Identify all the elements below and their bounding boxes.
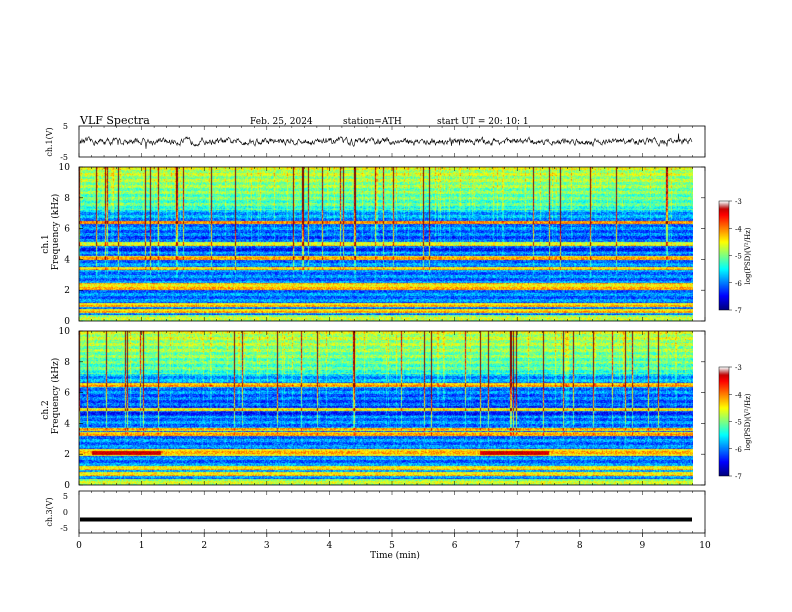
ch3-waveform-panel: 5 0 -5 ch.3(V): [45, 490, 706, 534]
ch3-ytick-bottom: -5: [60, 524, 68, 533]
time-tick-label: 2: [201, 541, 207, 551]
figure-station: station=ATH: [343, 117, 402, 127]
colorbar-tick-label: -7: [735, 473, 742, 481]
time-tick-label: 5: [389, 541, 395, 551]
frequency-tick-label: 2: [64, 286, 70, 296]
ch1-waveform-line: [79, 133, 693, 149]
colorbar-tick-label: -4: [735, 391, 742, 399]
figure-title: VLF Spectra: [79, 114, 150, 127]
ch1-colorbar-gradient: [719, 201, 729, 310]
colorbar-tick-label: -3: [735, 364, 742, 372]
frequency-tick-label: 0: [64, 317, 70, 327]
frequency-tick-label: 10: [59, 327, 71, 337]
ch2-spectrogram-ylabel-channel: ch.2: [41, 400, 51, 419]
ch1-waveform-panel: 5 -5 ch.1(V): [45, 122, 706, 162]
ch2-colorbar: -3 -4 -5 -6 -7 log(PSD)(V²/Hz): [718, 364, 752, 481]
ch2-colorbar-label: log(PSD)(V²/Hz): [744, 393, 752, 450]
ch1-spectrogram-image: [79, 167, 693, 321]
frequency-tick-label: 0: [64, 481, 70, 491]
time-tick-label: 0: [76, 541, 82, 551]
ch2-spectrogram-yticks: 0 2 4 6 8 10: [59, 327, 705, 491]
colorbar-tick-label: -7: [735, 307, 742, 315]
ch2-spectrogram-ylabel: Frequency (kHz): [50, 358, 61, 435]
time-axis: 0 1 2 3 4 5 6 7 8 9 10: [76, 126, 711, 551]
ch1-colorbar: -3 -4 -5 -6 -7 log(PSD)(V²/Hz): [718, 198, 752, 315]
ch1-colorbar-label: log(PSD)(V²/Hz): [744, 227, 752, 284]
ch1-ytick-bottom: -5: [60, 153, 68, 162]
ch1-waveform-frame: [78, 125, 706, 158]
ch1-spectrogram-panel: 0 2 4 6 8 10 ch.1 Frequency (kHz): [41, 163, 706, 327]
time-tick-label: 10: [699, 541, 711, 551]
ch2-colorbar-ticks: -3 -4 -5 -6 -7: [729, 364, 742, 481]
frequency-tick-label: 6: [64, 225, 70, 235]
ch1-ytick-top: 5: [63, 122, 68, 131]
ch2-colorbar-gradient: [719, 367, 729, 476]
figure-date: Feb. 25, 2024: [250, 117, 313, 127]
ch1-spectrogram-ylabel-channel: ch.1: [41, 234, 51, 253]
ch2-spectrogram-image: [79, 331, 693, 485]
colorbar-tick-label: -4: [735, 225, 742, 233]
ch1-ylabel: ch.1(V): [45, 127, 54, 156]
frequency-tick-label: 4: [64, 419, 70, 429]
frequency-tick-label: 2: [64, 450, 70, 460]
colorbar-tick-label: -5: [735, 253, 742, 261]
ch1-spectrogram-yticks: 0 2 4 6 8 10: [59, 163, 705, 327]
colorbar-tick-label: -3: [735, 198, 742, 206]
frequency-tick-label: 10: [59, 163, 71, 173]
frequency-tick-label: 4: [64, 255, 70, 265]
time-tick-label: 7: [514, 541, 520, 551]
ch2-spectrogram-panel: 0 2 4 6 8 10 ch.2 Frequency (kHz): [41, 327, 706, 491]
frequency-tick-label: 8: [64, 358, 70, 368]
ch3-ylabel: ch.3(V): [45, 497, 54, 526]
time-tick-label: 4: [327, 541, 333, 551]
time-tick-label: 1: [139, 541, 145, 551]
colorbar-tick-label: -6: [735, 280, 742, 288]
ch1-spectrogram-ylabel: Frequency (kHz): [50, 194, 61, 271]
colorbar-tick-label: -5: [735, 419, 742, 427]
ch1-colorbar-ticks: -3 -4 -5 -6 -7: [729, 198, 742, 315]
ch3-ytick-mid: 0: [63, 508, 68, 517]
ch3-ytick-top: 5: [63, 492, 68, 501]
time-tick-label: 3: [264, 541, 270, 551]
frequency-tick-label: 6: [64, 389, 70, 399]
frequency-tick-label: 8: [64, 194, 70, 204]
colorbar-tick-label: -6: [735, 446, 742, 454]
time-tick-label: 6: [452, 541, 458, 551]
figure-start-time: start UT = 20: 10: 1: [437, 117, 529, 127]
ch3-waveform-frame: [78, 490, 706, 534]
time-tick-label: 8: [577, 541, 583, 551]
time-tick-label: 9: [640, 541, 646, 551]
time-axis-label: Time (min): [370, 550, 420, 561]
